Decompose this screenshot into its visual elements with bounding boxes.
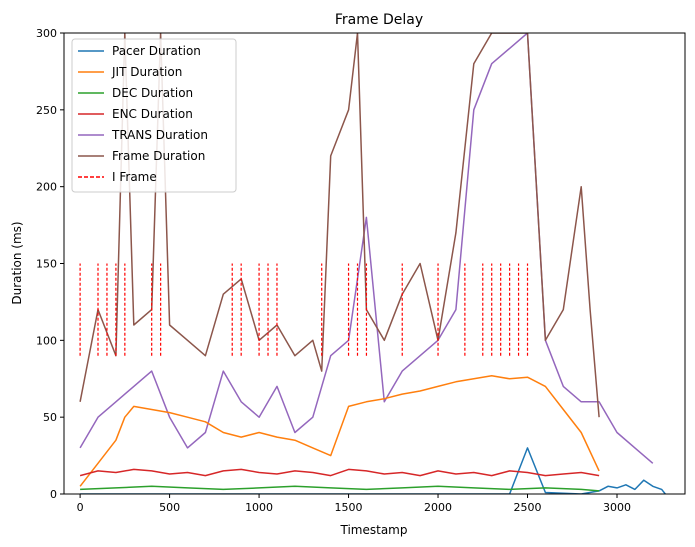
x-axis: 0 500 1000 1500 2000 2500 3000 (77, 494, 631, 514)
legend-label: I Frame (112, 170, 157, 184)
legend-label: Pacer Duration (112, 44, 201, 58)
x-tick-label: 2000 (424, 501, 452, 514)
x-tick-label: 1000 (245, 501, 273, 514)
y-tick-label: 0 (50, 488, 57, 501)
series-pacer-duration (80, 447, 666, 494)
series-enc-duration (79, 468, 600, 477)
x-tick-label: 0 (77, 501, 84, 514)
y-tick-label: 100 (36, 334, 57, 347)
series-trans-duration (79, 33, 654, 464)
series-jit-duration (79, 374, 600, 487)
x-axis-label: Timestamp (340, 523, 408, 537)
legend-label: JIT Duration (111, 65, 182, 79)
legend-label: TRANS Duration (111, 128, 208, 142)
y-tick-label: 50 (43, 411, 57, 424)
legend: Pacer Duration JIT Duration DEC Duration EN… (71, 38, 237, 193)
y-tick-label: 200 (36, 181, 57, 194)
y-tick-label: 300 (36, 27, 57, 40)
x-tick-label: 2500 (514, 501, 542, 514)
legend-label: ENC Duration (112, 107, 193, 121)
y-tick-label: 250 (36, 104, 57, 117)
x-tick-label: 1500 (335, 501, 363, 514)
y-axis-label: Duration (ms) (10, 221, 24, 304)
legend-label: Frame Duration (112, 149, 205, 163)
y-tick-label: 150 (36, 258, 57, 271)
y-axis: 0 50 100 150 200 250 300 (36, 27, 64, 501)
legend-label: DEC Duration (112, 86, 193, 100)
chart-title: Frame Delay (335, 12, 423, 28)
x-tick-label: 3000 (603, 501, 631, 514)
series-i-frame (79, 263, 529, 356)
legend-box (71, 38, 237, 193)
series-dec-duration (80, 485, 600, 492)
x-tick-label: 500 (159, 501, 180, 514)
